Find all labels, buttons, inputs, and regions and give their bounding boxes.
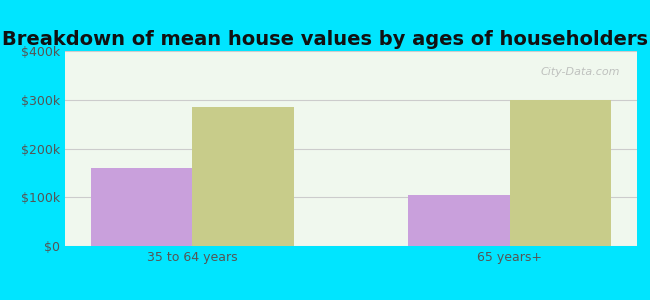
Bar [91, 168, 192, 246]
Bar [192, 107, 294, 246]
Text: Breakdown of mean house values by ages of householders: Breakdown of mean house values by ages o… [2, 30, 648, 49]
Text: City-Data.com: City-Data.com [540, 67, 620, 76]
Bar [408, 195, 510, 246]
Bar [510, 100, 611, 246]
